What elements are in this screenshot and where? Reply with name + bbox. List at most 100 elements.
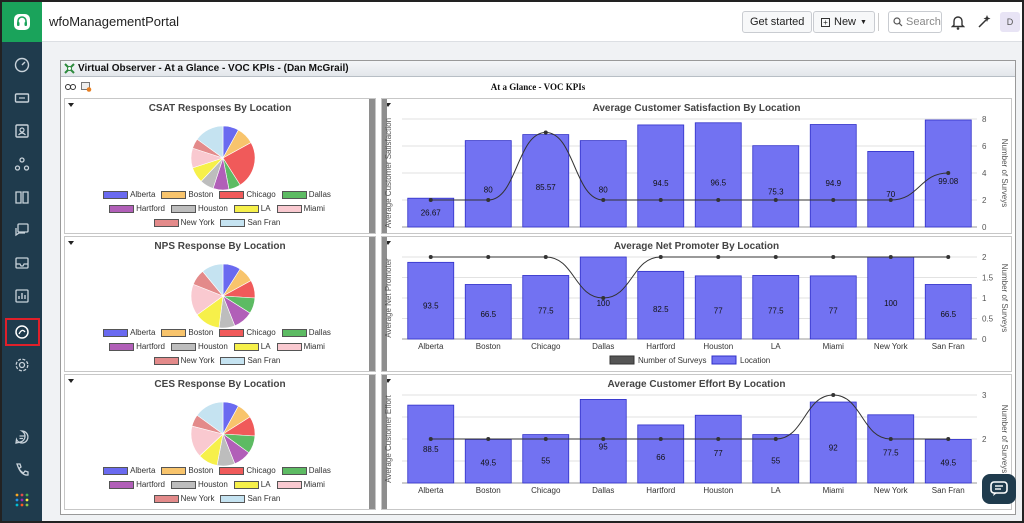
legend-item[interactable]: San Fran xyxy=(220,494,280,503)
line-point[interactable] xyxy=(601,198,606,202)
bar[interactable] xyxy=(752,275,800,340)
legend-item[interactable]: Houston xyxy=(170,204,228,213)
legend-item[interactable]: Dallas xyxy=(281,328,331,337)
globe-icon[interactable] xyxy=(11,321,33,343)
line-point[interactable] xyxy=(543,255,548,259)
legend-item[interactable]: Miami xyxy=(276,342,325,351)
line-point[interactable] xyxy=(428,437,433,441)
legend-item[interactable]: New York xyxy=(153,494,214,503)
bar[interactable] xyxy=(407,261,455,340)
legend-item[interactable]: Hartford xyxy=(109,342,165,351)
scrollbar[interactable] xyxy=(369,99,375,233)
bar[interactable] xyxy=(522,434,570,484)
bar[interactable] xyxy=(809,275,857,340)
sparkle-icon[interactable] xyxy=(975,13,993,31)
legend-item[interactable]: Alberta xyxy=(103,328,155,337)
legend-label[interactable]: Location xyxy=(740,356,770,365)
bar[interactable] xyxy=(464,284,512,340)
legend-item[interactable]: Dallas xyxy=(281,466,331,475)
collapse-arrow-icon[interactable] xyxy=(68,379,74,383)
scrollbar[interactable] xyxy=(382,99,387,233)
line-point[interactable] xyxy=(716,198,721,202)
link-icon[interactable] xyxy=(65,83,76,91)
legend-item[interactable]: Boston xyxy=(161,190,213,199)
chat-icon[interactable] xyxy=(11,219,33,241)
line-point[interactable] xyxy=(486,255,491,259)
report-icon[interactable] xyxy=(11,285,33,307)
line-point[interactable] xyxy=(658,255,663,259)
collapse-arrow-icon[interactable] xyxy=(385,241,391,245)
line-point[interactable] xyxy=(716,255,721,259)
legend-item[interactable]: Hartford xyxy=(109,204,165,213)
line-point[interactable] xyxy=(888,198,893,202)
legend-item[interactable]: Chicago xyxy=(219,466,276,475)
legend-item[interactable]: LA xyxy=(233,342,271,351)
bar[interactable] xyxy=(464,439,512,484)
legend-item[interactable]: Chicago xyxy=(219,328,276,337)
legend-item[interactable]: Dallas xyxy=(281,190,331,199)
bar[interactable] xyxy=(867,414,915,484)
line-point[interactable] xyxy=(716,437,721,441)
collapse-arrow-icon[interactable] xyxy=(68,103,74,107)
legend-item[interactable]: Alberta xyxy=(103,466,155,475)
line-point[interactable] xyxy=(658,437,663,441)
ticket-icon[interactable] xyxy=(11,87,33,109)
line-point[interactable] xyxy=(543,437,548,441)
legend-item[interactable]: Hartford xyxy=(109,480,165,489)
pie-slice[interactable] xyxy=(196,401,224,435)
settings-icon[interactable] xyxy=(11,354,33,376)
bar[interactable] xyxy=(579,398,627,484)
pie-slice[interactable] xyxy=(222,142,256,186)
collapse-arrow-icon[interactable] xyxy=(385,103,391,107)
bar[interactable] xyxy=(637,270,685,340)
get-started-button[interactable]: Get started xyxy=(742,11,813,33)
phone-icon[interactable] xyxy=(11,459,33,481)
scrollbar[interactable] xyxy=(382,375,387,509)
legend-item[interactable]: San Fran xyxy=(220,356,280,365)
network-icon[interactable] xyxy=(11,153,33,175)
collapse-arrow-icon[interactable] xyxy=(385,379,391,383)
line-point[interactable] xyxy=(658,198,663,202)
export-icon[interactable] xyxy=(81,82,92,92)
legend-item[interactable]: New York xyxy=(153,356,214,365)
bar[interactable] xyxy=(637,124,685,228)
avatar[interactable]: D xyxy=(1000,12,1020,32)
bar[interactable] xyxy=(579,140,627,228)
legend-item[interactable]: Miami xyxy=(276,480,325,489)
apps-icon[interactable] xyxy=(11,489,33,511)
legend-item[interactable]: Boston xyxy=(161,466,213,475)
scrollbar[interactable] xyxy=(369,237,375,371)
bar[interactable] xyxy=(694,122,742,228)
bar[interactable] xyxy=(752,145,800,228)
inbox-icon[interactable] xyxy=(11,252,33,274)
pie-slice[interactable] xyxy=(196,125,224,159)
bar[interactable] xyxy=(867,256,915,340)
bell-icon[interactable] xyxy=(949,13,967,31)
line-point[interactable] xyxy=(428,255,433,259)
line-point[interactable] xyxy=(428,198,433,202)
legend-item[interactable]: LA xyxy=(233,480,271,489)
bar[interactable] xyxy=(924,284,972,340)
bar[interactable] xyxy=(867,151,915,228)
chat-support-button[interactable] xyxy=(982,474,1016,504)
bar[interactable] xyxy=(752,434,800,484)
legend-item[interactable]: New York xyxy=(153,218,214,227)
line-point[interactable] xyxy=(773,198,778,202)
line-point[interactable] xyxy=(773,255,778,259)
line-point[interactable] xyxy=(888,255,893,259)
scrollbar[interactable] xyxy=(369,375,375,509)
line-point[interactable] xyxy=(831,393,836,397)
dashboard-icon[interactable] xyxy=(11,54,33,76)
line-point[interactable] xyxy=(831,255,836,259)
line-point[interactable] xyxy=(601,437,606,441)
line-point[interactable] xyxy=(486,198,491,202)
legend-item[interactable]: Boston xyxy=(161,328,213,337)
line-point[interactable] xyxy=(946,171,951,175)
line-point[interactable] xyxy=(486,437,491,441)
legend-item[interactable]: LA xyxy=(233,204,271,213)
legend-item[interactable]: San Fran xyxy=(220,218,280,227)
scrollbar[interactable] xyxy=(382,237,387,371)
bar[interactable] xyxy=(407,404,455,484)
bar[interactable] xyxy=(464,140,512,228)
legend-item[interactable]: Houston xyxy=(170,480,228,489)
